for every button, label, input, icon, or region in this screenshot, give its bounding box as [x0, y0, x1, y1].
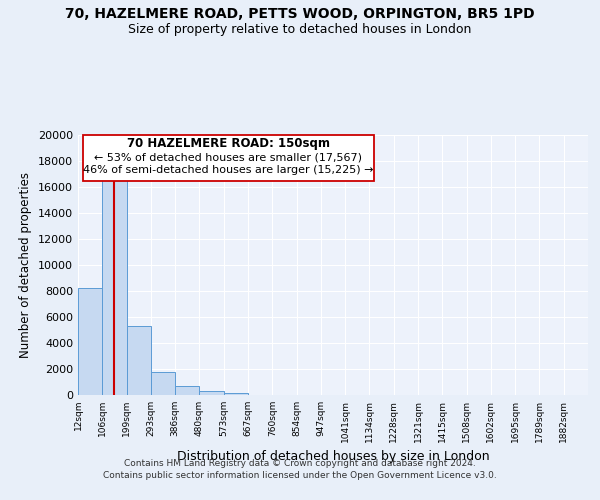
X-axis label: Distribution of detached houses by size in London: Distribution of detached houses by size … — [176, 450, 490, 464]
Y-axis label: Number of detached properties: Number of detached properties — [19, 172, 32, 358]
Bar — [127, 326, 151, 395]
Bar — [151, 372, 175, 395]
Text: ← 53% of detached houses are smaller (17,567): ← 53% of detached houses are smaller (17… — [94, 152, 362, 162]
Bar — [175, 386, 199, 395]
Bar — [199, 392, 224, 395]
Text: 46% of semi-detached houses are larger (15,225) →: 46% of semi-detached houses are larger (… — [83, 165, 374, 175]
Bar — [78, 288, 102, 395]
Bar — [102, 179, 127, 395]
Text: 70, HAZELMERE ROAD, PETTS WOOD, ORPINGTON, BR5 1PD: 70, HAZELMERE ROAD, PETTS WOOD, ORPINGTO… — [65, 8, 535, 22]
Bar — [224, 393, 248, 395]
Text: 70 HAZELMERE ROAD: 150sqm: 70 HAZELMERE ROAD: 150sqm — [127, 138, 330, 150]
Text: Size of property relative to detached houses in London: Size of property relative to detached ho… — [128, 22, 472, 36]
Text: Contains HM Land Registry data © Crown copyright and database right 2024.: Contains HM Land Registry data © Crown c… — [124, 458, 476, 468]
Text: Contains public sector information licensed under the Open Government Licence v3: Contains public sector information licen… — [103, 471, 497, 480]
